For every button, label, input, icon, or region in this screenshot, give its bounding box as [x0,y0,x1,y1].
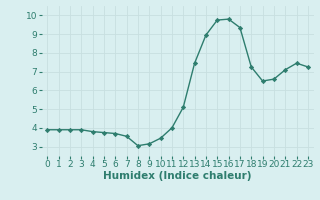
X-axis label: Humidex (Indice chaleur): Humidex (Indice chaleur) [103,171,252,181]
